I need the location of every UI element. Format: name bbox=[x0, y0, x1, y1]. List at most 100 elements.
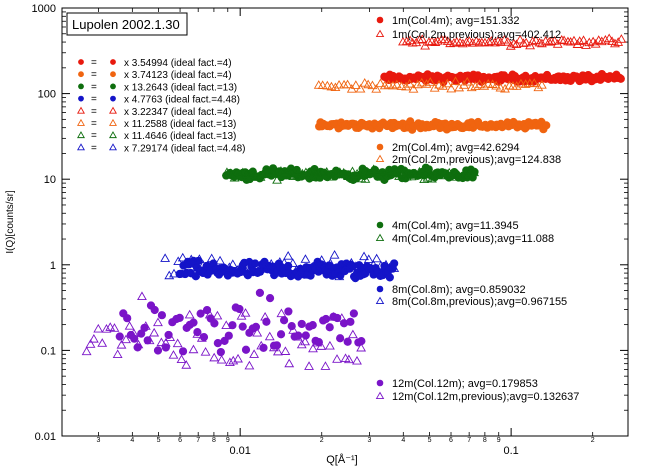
data-point bbox=[346, 257, 357, 267]
data-point bbox=[287, 258, 298, 267]
data-point bbox=[264, 331, 275, 341]
data-point bbox=[288, 171, 299, 180]
series-6 bbox=[175, 256, 399, 283]
data-point bbox=[280, 167, 291, 177]
data-point bbox=[262, 263, 272, 273]
data-point bbox=[279, 257, 290, 267]
data-point bbox=[157, 311, 167, 320]
data-point bbox=[116, 339, 127, 349]
data-point bbox=[280, 346, 291, 355]
data-point bbox=[255, 288, 265, 297]
factor-eq: = bbox=[91, 106, 97, 117]
data-point bbox=[93, 323, 104, 333]
legend-marker bbox=[376, 221, 384, 229]
data-point bbox=[372, 166, 383, 176]
data-point bbox=[144, 335, 155, 345]
data-point bbox=[81, 346, 92, 356]
data-point bbox=[505, 41, 516, 50]
data-point bbox=[419, 174, 430, 184]
legend-marker bbox=[376, 285, 384, 293]
data-point bbox=[469, 167, 480, 177]
series-3 bbox=[313, 76, 547, 93]
factor-marker bbox=[109, 143, 117, 151]
data-point bbox=[427, 173, 437, 183]
data-point bbox=[368, 259, 379, 269]
data-point bbox=[175, 313, 184, 322]
data-point bbox=[422, 172, 433, 182]
legend-label: 2m(Col.2m,previous);avg=124.838 bbox=[392, 154, 561, 166]
data-point bbox=[390, 259, 399, 268]
data-point bbox=[450, 76, 461, 85]
factor-marker bbox=[77, 143, 85, 151]
data-point bbox=[445, 38, 456, 48]
data-point bbox=[388, 80, 398, 90]
data-point bbox=[414, 34, 425, 44]
data-point bbox=[112, 349, 123, 358]
data-point bbox=[300, 167, 311, 177]
data-point bbox=[279, 316, 289, 325]
data-point bbox=[518, 38, 529, 47]
data-point bbox=[394, 171, 404, 180]
series-0 bbox=[380, 69, 625, 87]
data-point bbox=[610, 38, 620, 48]
data-point bbox=[429, 83, 440, 92]
factor-eq: = bbox=[91, 131, 97, 142]
x-tick-label: 2 bbox=[591, 437, 595, 444]
data-point bbox=[479, 81, 490, 90]
data-point bbox=[297, 168, 308, 178]
factor-marker bbox=[109, 118, 117, 126]
data-point bbox=[308, 321, 317, 330]
data-point bbox=[438, 81, 448, 90]
data-point bbox=[238, 322, 247, 331]
data-point bbox=[534, 37, 545, 47]
factor-marker bbox=[109, 131, 117, 139]
data-point bbox=[210, 319, 219, 328]
factor-marker bbox=[110, 83, 116, 90]
legend-label: 4m(Col.4m,previous);avg=11.088 bbox=[392, 233, 554, 245]
data-point bbox=[466, 82, 477, 92]
data-points bbox=[81, 33, 627, 370]
data-point bbox=[467, 37, 478, 47]
data-point bbox=[347, 329, 358, 339]
factor-label: x 4.7763 (ideal fact.=4.48) bbox=[124, 95, 240, 106]
data-point bbox=[581, 40, 591, 49]
data-point bbox=[224, 357, 235, 367]
factor-marker bbox=[110, 59, 116, 65]
data-point bbox=[321, 314, 331, 324]
data-point bbox=[259, 343, 268, 352]
data-point bbox=[371, 84, 382, 93]
data-point bbox=[297, 319, 306, 329]
data-point bbox=[342, 259, 353, 268]
factor-eq: = bbox=[91, 119, 97, 130]
data-point bbox=[256, 340, 267, 350]
data-point bbox=[613, 37, 624, 46]
data-point bbox=[367, 80, 378, 90]
x-tick-label: 8 bbox=[212, 437, 216, 444]
data-point bbox=[544, 37, 555, 46]
data-point bbox=[300, 254, 311, 263]
data-point bbox=[274, 257, 285, 266]
data-point bbox=[293, 166, 304, 175]
data-point bbox=[352, 168, 363, 178]
data-point bbox=[336, 313, 347, 322]
x-tick-label: 5 bbox=[428, 437, 432, 444]
x-tick-label: 4 bbox=[130, 437, 134, 444]
data-point bbox=[549, 36, 560, 45]
data-point bbox=[527, 36, 538, 46]
data-point bbox=[128, 328, 139, 338]
data-point bbox=[198, 260, 209, 269]
x-tick-label: 6 bbox=[178, 437, 182, 444]
data-point bbox=[343, 337, 352, 346]
data-point bbox=[359, 251, 369, 261]
legend-label: 12m(Col.12m,previous);avg=0.132637 bbox=[392, 391, 579, 403]
factor-marker bbox=[77, 131, 85, 139]
data-point bbox=[385, 273, 394, 282]
data-point bbox=[446, 83, 457, 93]
data-point bbox=[252, 327, 263, 337]
data-point bbox=[349, 309, 358, 318]
x-axis-label: Q[Å⁻¹] bbox=[326, 453, 357, 466]
data-point bbox=[412, 79, 423, 89]
factor-marker bbox=[110, 71, 116, 78]
data-point bbox=[270, 267, 281, 277]
series-7 bbox=[160, 250, 400, 281]
